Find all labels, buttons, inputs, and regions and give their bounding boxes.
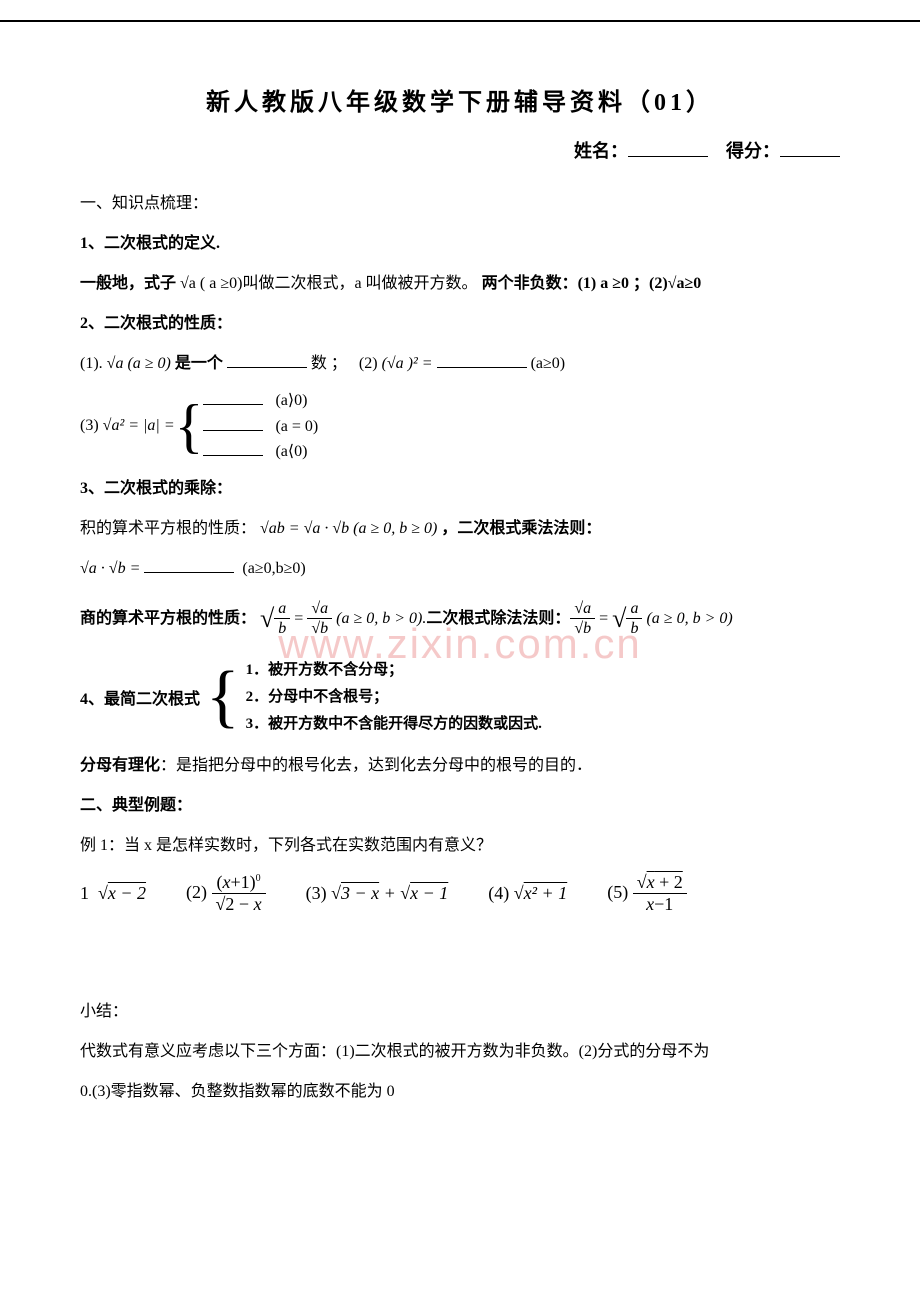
section-2-heading: 二、典型例题： [80,790,840,822]
point-3-heading: 3、二次根式的乘除： [80,473,840,505]
point-1-heading: 1、二次根式的定义. [80,228,840,260]
p3-t4: 二次根式除法法则： [426,603,570,635]
p1-t2: ( a ≥0)叫做二次根式，a 叫做被开方数。 [200,275,478,292]
cases-block: (a⟩0) (a = 0) (a⟨0) [203,388,318,465]
p2-blank1 [227,351,307,368]
p3-m3a: (a ≥ 0, b > 0). [336,603,426,635]
ex5: (5) √x + 2x−1 [607,872,687,916]
case3: (a⟨0) [275,443,307,460]
point-3-line2: √a · √b = (a≥0,b≥0) [80,553,840,585]
case-blank-1 [203,388,263,405]
ex1: 1 √x − 2 [80,883,146,904]
p3-m1: √ab = √a · √b (a ≥ 0, b ≥ 0) [260,520,437,537]
brace-icon-2: { [206,662,240,732]
ex4: (4) √x² + 1 [488,883,567,904]
p3-blank [144,556,234,573]
p3-m4a: (a ≥ 0, b > 0) [646,603,732,635]
p5-bold: 分母有理化 [80,757,160,774]
case-blank-2 [203,414,263,431]
case2: (a = 0) [275,418,318,435]
page-title: 新人教版八年级数学下册辅导资料（01） [80,82,840,117]
name-score-line: 姓名： 得分： [80,137,840,163]
point-3-line3: 商的算术平方根的性质： √ ab = √a√b (a ≥ 0, b > 0). … [80,593,840,645]
ex3-label: (3) [306,883,327,903]
point-5: 分母有理化：是指把分母中的根号化去，达到化去分母中的根号的目的． [80,750,840,782]
point-3-line1: 积的算术平方根的性质： √ab = √a · √b (a ≥ 0, b ≥ 0)… [80,513,840,545]
name-label: 姓名： [574,141,628,161]
examples-row: 1 √x − 2 (2) (x+1)0√2 − x (3) √3 − x + √… [80,872,840,916]
ex1-label: 1 [80,883,89,903]
ex4-label: (4) [488,883,509,903]
p2-1b: 是一个 [175,355,223,372]
ex3: (3) √3 − x + √x − 1 [306,883,449,904]
summary-line1: 代数式有意义应考虑以下三个方面：(1)二次根式的被开方数为非负数。(2)分式的分… [80,1036,840,1068]
p1-bold: 两个非负数：(1) a ≥0 ；(2)√a≥0 [482,275,702,292]
section-1-heading: 一、知识点梳理： [80,188,840,220]
p2-1c: 数 ； [311,355,347,372]
p5-text: ：是指把分母中的根号化去，达到化去分母中的根号的目的． [160,757,592,774]
p2-3a: (3) [80,410,99,442]
p4-item3: 3．被开方数中不含能开得尽方的因数或因式. [246,711,542,738]
case-blank-3 [203,439,263,456]
point-2-heading: 2、二次根式的性质： [80,308,840,340]
p2-2b: (a≥0) [531,355,566,372]
p2-3m: √a² = |a| = [103,410,175,442]
score-label: 得分： [726,141,780,161]
ex2-label: (2) [186,882,207,902]
p3-t3: 商的算术平方根的性质： [80,603,256,635]
p4-item2: 2．分母中不含根号； [246,684,542,711]
score-blank [780,138,840,157]
brace-icon: { [175,396,204,456]
summary-line2: 0.(3)零指数幂、负整数指数幂的底数不能为 0 [80,1076,840,1108]
p3-t1: 积的算术平方根的性质： [80,520,256,537]
p3-m2: √a · √b = [80,560,140,577]
example-1-text: 例 1：当 x 是怎样实数时，下列各式在实数范围内有意义？ [80,830,840,862]
p2-2m: (√a )² = [382,355,433,372]
ex2: (2) (x+1)0√2 − x [186,872,266,916]
point-2-line2: (3) √a² = |a| = { (a⟩0) (a = 0) (a⟨0) [80,388,840,465]
p1-t1: 一般地，式子 [80,275,176,292]
p3-c2: (a≥0,b≥0) [242,560,305,577]
summary-label: 小结： [80,996,840,1028]
name-blank [628,138,708,157]
case1: (a⟩0) [275,392,307,409]
point-4-block: 4、最简二次根式 { 1．被开方数不含分母； 2．分母中不含根号； 3．被开方数… [80,657,840,738]
sqrt-frac-1: √ ab = √a√b [260,593,332,645]
p2-blank2 [437,351,527,368]
p2-2a: (2) [359,355,378,372]
ex5-label: (5) [607,882,628,902]
p4-heading: 4、最简二次根式 [80,685,200,709]
p1-m1: √a [180,275,196,292]
p2-1m: √a (a ≥ 0) [107,355,171,372]
p2-1a: (1). [80,355,103,372]
point-2-line1: (1). √a (a ≥ 0) 是一个 数 ； (2) (√a )² = (a≥… [80,348,840,380]
p4-item1: 1．被开方数不含分母； [246,657,542,684]
point-1-body: 一般地，式子 √a ( a ≥0)叫做二次根式，a 叫做被开方数。 两个非负数：… [80,268,840,300]
p3-t2: ，二次根式乘法法则： [441,520,601,537]
sqrt-frac-2: √a√b = √ ab [570,593,642,645]
